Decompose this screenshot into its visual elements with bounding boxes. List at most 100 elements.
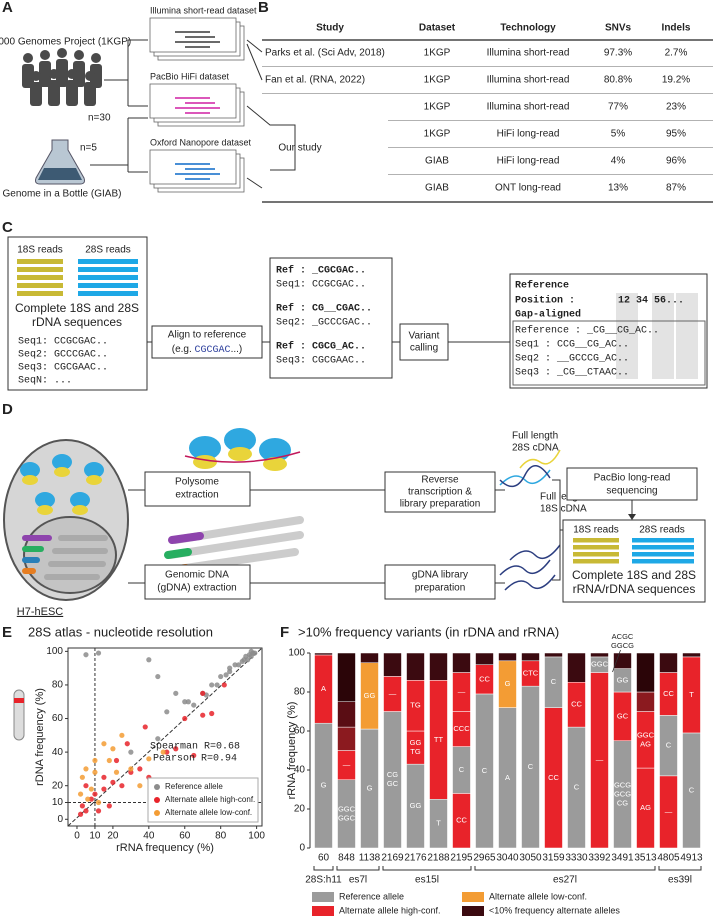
legend-swatch — [462, 892, 484, 902]
data-point — [95, 650, 102, 656]
bar-segment — [636, 652, 655, 693]
segment-label: AG — [640, 803, 651, 812]
dna-icon — [499, 449, 561, 591]
table-header: Study — [316, 23, 344, 34]
data-point — [155, 736, 161, 742]
region-bracket — [474, 866, 656, 871]
data-point — [128, 766, 134, 772]
segment-label: TG — [410, 747, 421, 756]
sequence: SeqN: ... — [18, 376, 72, 387]
y-tick-label: 60 — [52, 713, 64, 724]
table-cell: 13% — [608, 183, 628, 194]
y-tick-label: 40 — [52, 747, 64, 758]
y-tick-label: 60 — [294, 726, 306, 737]
data-point — [101, 786, 107, 792]
data-point — [128, 749, 134, 755]
bar-segment — [452, 652, 471, 673]
x-tick-label: 2188 — [427, 853, 450, 864]
segment-label: — — [596, 755, 604, 764]
table-header: Technology — [500, 23, 556, 34]
data-point — [119, 783, 125, 789]
segment-label: AG — [640, 739, 651, 748]
variant-title: Gap-aligned — [515, 309, 581, 321]
bar-segment — [383, 652, 402, 677]
data-point — [83, 808, 89, 814]
segment-label: CC — [456, 816, 467, 825]
y-tick-label: 0 — [299, 843, 305, 854]
data-point — [232, 662, 238, 668]
data-point — [92, 791, 98, 797]
y-tick-label: 20 — [294, 804, 306, 815]
segment-label: CC — [571, 700, 582, 709]
cdna-label: Full length — [540, 492, 586, 503]
table-cell: 1KGP — [424, 102, 451, 113]
legend-label: Alternate allele high-conf. — [339, 905, 441, 915]
table-cell: Illumina short-read — [487, 75, 570, 86]
segment-label: CG — [617, 798, 628, 807]
gap-row: Seq2 : __GCCCG_AC.. — [515, 354, 629, 365]
segment-label: C — [459, 765, 465, 774]
segment-label: GG — [410, 738, 422, 747]
alignment-row: Ref : CG__CGAC.. — [276, 303, 372, 315]
segment-label: G — [505, 679, 511, 688]
sequence: Seq1: CCGCGAC.. — [18, 337, 108, 348]
table-cell: 19.2% — [662, 75, 690, 86]
data-point — [119, 732, 125, 738]
segment-label: GGC — [591, 660, 609, 669]
cdna-label: 18S cDNA — [540, 504, 587, 515]
read-bar — [573, 552, 619, 557]
position-label: Position : — [515, 295, 575, 307]
segment-label: GG — [617, 675, 629, 684]
table-cell: 2.7% — [665, 48, 688, 59]
region-label: es15l — [415, 875, 439, 886]
data-point — [173, 690, 179, 696]
data-point — [164, 709, 170, 715]
region-bracket — [336, 866, 380, 871]
data-point — [85, 796, 91, 802]
region-label: es7l — [349, 875, 367, 886]
step-label: transcription & — [408, 487, 472, 498]
data-point — [106, 757, 112, 764]
data-point — [182, 699, 188, 705]
data-point — [124, 741, 130, 747]
segment-label: — — [389, 689, 397, 698]
x-tick-label: 2176 — [404, 853, 427, 864]
caption: rRNA/rDNA sequences — [573, 582, 696, 596]
annotation-pointer — [612, 649, 621, 673]
segment-label: C — [689, 785, 695, 794]
cell-label: H7-hESC — [17, 606, 64, 618]
bar-segment — [659, 652, 678, 673]
x-tick-label: 80 — [215, 831, 227, 842]
stat-label: Pearson R=0.94 — [153, 754, 237, 765]
data-point — [142, 724, 148, 730]
legend-swatch — [312, 892, 334, 902]
data-point — [137, 783, 143, 789]
data-point — [88, 796, 94, 802]
segment-label: C — [528, 762, 534, 771]
region-bracket — [382, 866, 472, 871]
x-tick-label: 4913 — [680, 853, 703, 864]
read-bar — [78, 283, 138, 288]
data-point — [241, 657, 247, 663]
data-point — [236, 662, 242, 668]
reads-label: 18S reads — [573, 525, 619, 536]
read-bar — [573, 545, 619, 550]
y-axis-label: rDNA frequency (%) — [34, 688, 46, 786]
bar-segment — [590, 652, 609, 658]
reads-label: 28S reads — [639, 525, 685, 536]
bar-segment — [406, 652, 425, 681]
gap-row: Seq1 : CCG__CG_AC.. — [515, 340, 629, 351]
segment-label: — — [665, 807, 673, 816]
read-bar — [632, 545, 694, 550]
data-point — [83, 766, 89, 772]
step-label: Polysome — [175, 477, 219, 488]
data-point — [95, 808, 102, 814]
read-bar — [78, 275, 138, 280]
segment-label: C — [551, 677, 557, 686]
legend-label: Alternate allele low-conf. — [489, 891, 587, 901]
data-point — [95, 799, 102, 806]
data-point — [106, 803, 112, 809]
legend-label: Alternate allele low-conf. — [165, 808, 252, 817]
step-label-part: ...) — [231, 344, 243, 355]
segment-label: TT — [434, 735, 444, 744]
